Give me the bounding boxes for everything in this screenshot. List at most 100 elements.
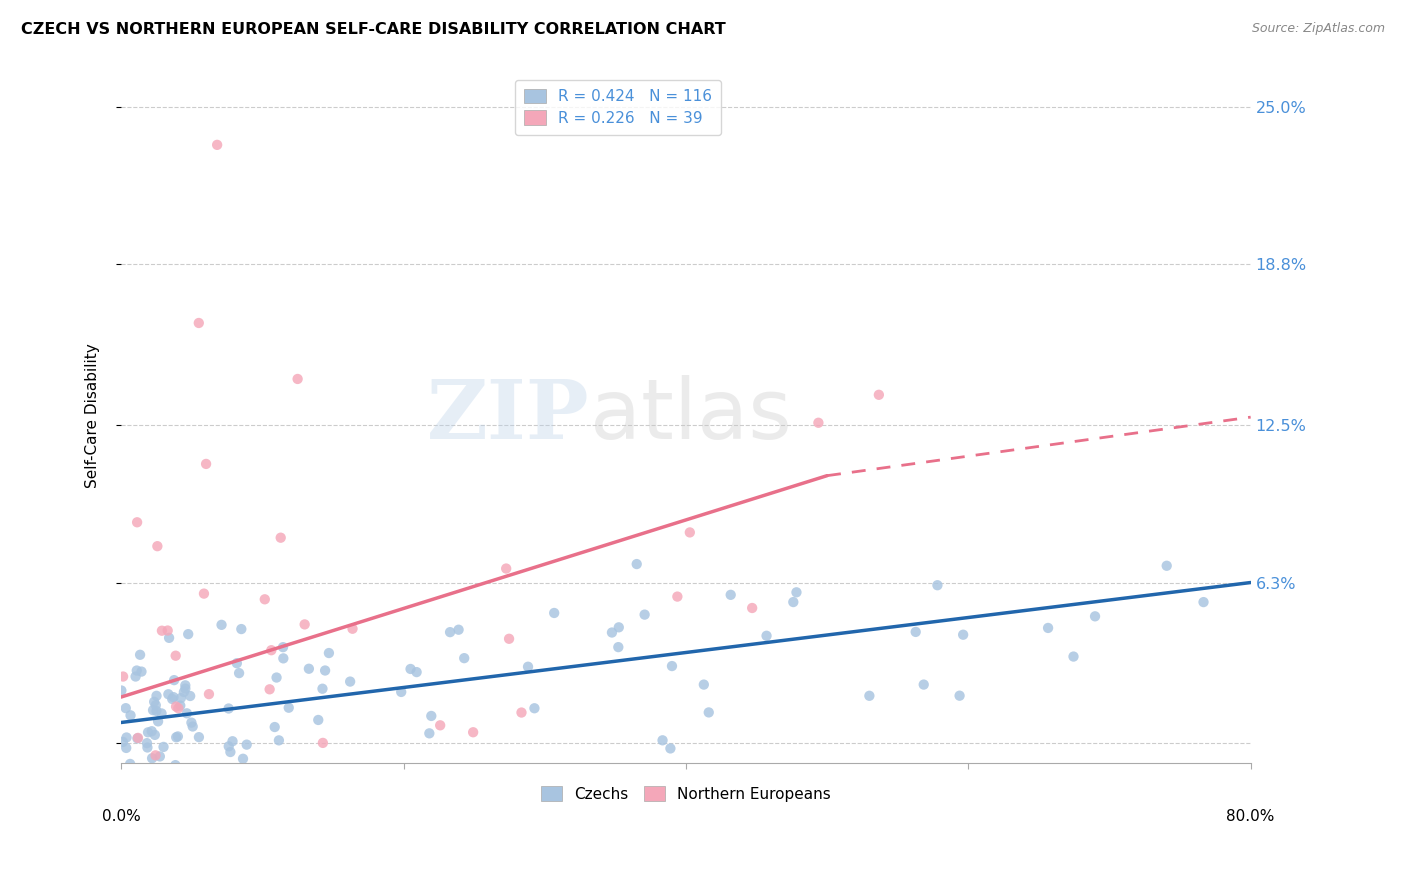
Point (439, 625, 461, 640)
Point (298, 662, 321, 676)
Point (858, 689, 880, 703)
Point (221, 734, 243, 748)
Text: Source: ZipAtlas.com: Source: ZipAtlas.com (1251, 22, 1385, 36)
Point (1156, 558, 1178, 573)
Point (125, 770, 148, 784)
Point (187, 316, 209, 330)
Point (267, 733, 290, 747)
Point (273, 651, 295, 665)
Point (143, 728, 166, 742)
Point (152, 739, 174, 754)
Point (453, 651, 475, 665)
Point (720, 588, 742, 602)
Point (165, 758, 187, 772)
Point (114, 701, 136, 715)
Point (141, 724, 163, 739)
Point (165, 731, 187, 745)
Point (420, 709, 443, 723)
Point (498, 632, 520, 646)
Point (174, 761, 197, 775)
Point (187, 796, 209, 810)
Point (157, 687, 180, 701)
Point (253, 592, 276, 607)
Point (153, 761, 176, 775)
Point (384, 769, 406, 783)
Point (180, 764, 202, 778)
Point (235, 738, 257, 752)
Point (447, 623, 470, 637)
Point (266, 671, 288, 685)
Text: atlas: atlas (591, 376, 792, 457)
Point (312, 736, 335, 750)
Point (271, 640, 294, 655)
Point (174, 681, 197, 696)
Point (661, 659, 683, 673)
Point (181, 719, 204, 733)
Point (399, 662, 422, 676)
Legend: Czechs, Northern Europeans: Czechs, Northern Europeans (534, 780, 837, 807)
Point (418, 726, 440, 740)
Point (263, 720, 285, 734)
Point (247, 767, 270, 781)
Point (120, 756, 142, 771)
Point (231, 622, 253, 636)
Point (146, 539, 169, 553)
Point (110, 683, 132, 698)
Point (948, 689, 970, 703)
Point (115, 740, 138, 755)
Point (205, 137, 228, 152)
Point (131, 665, 153, 679)
Point (1192, 595, 1215, 609)
Point (517, 659, 540, 673)
Point (232, 752, 254, 766)
Point (225, 657, 247, 671)
Point (145, 748, 167, 763)
Point (904, 624, 927, 639)
Point (136, 725, 159, 739)
Point (666, 590, 689, 604)
Point (741, 601, 763, 615)
Text: 80.0%: 80.0% (1226, 809, 1275, 824)
Point (659, 741, 682, 756)
Point (145, 689, 167, 703)
Point (165, 648, 187, 663)
Point (523, 701, 546, 715)
Point (149, 749, 172, 764)
Point (311, 681, 333, 696)
Point (651, 733, 673, 747)
Point (173, 685, 195, 699)
Point (124, 669, 146, 683)
Point (1036, 621, 1059, 635)
Point (807, 416, 830, 430)
Point (148, 777, 170, 791)
Point (193, 586, 215, 600)
Point (277, 700, 299, 714)
Point (112, 669, 135, 683)
Point (136, 740, 159, 755)
Point (607, 640, 630, 654)
Point (129, 648, 152, 662)
Point (693, 677, 716, 691)
Point (219, 745, 242, 759)
Point (785, 585, 807, 599)
Point (150, 706, 173, 721)
Point (307, 713, 329, 727)
Point (176, 706, 198, 721)
Point (162, 690, 184, 705)
Point (198, 687, 221, 701)
Point (135, 761, 157, 775)
Point (755, 629, 778, 643)
Point (143, 695, 166, 709)
Point (146, 714, 169, 729)
Point (129, 774, 152, 789)
Point (187, 730, 209, 744)
Point (195, 457, 218, 471)
Point (125, 664, 148, 678)
Point (1084, 609, 1107, 624)
Point (270, 531, 292, 545)
Point (180, 715, 202, 730)
Point (179, 689, 201, 703)
Point (142, 703, 165, 717)
Text: 0.0%: 0.0% (101, 809, 141, 824)
Point (218, 701, 240, 715)
